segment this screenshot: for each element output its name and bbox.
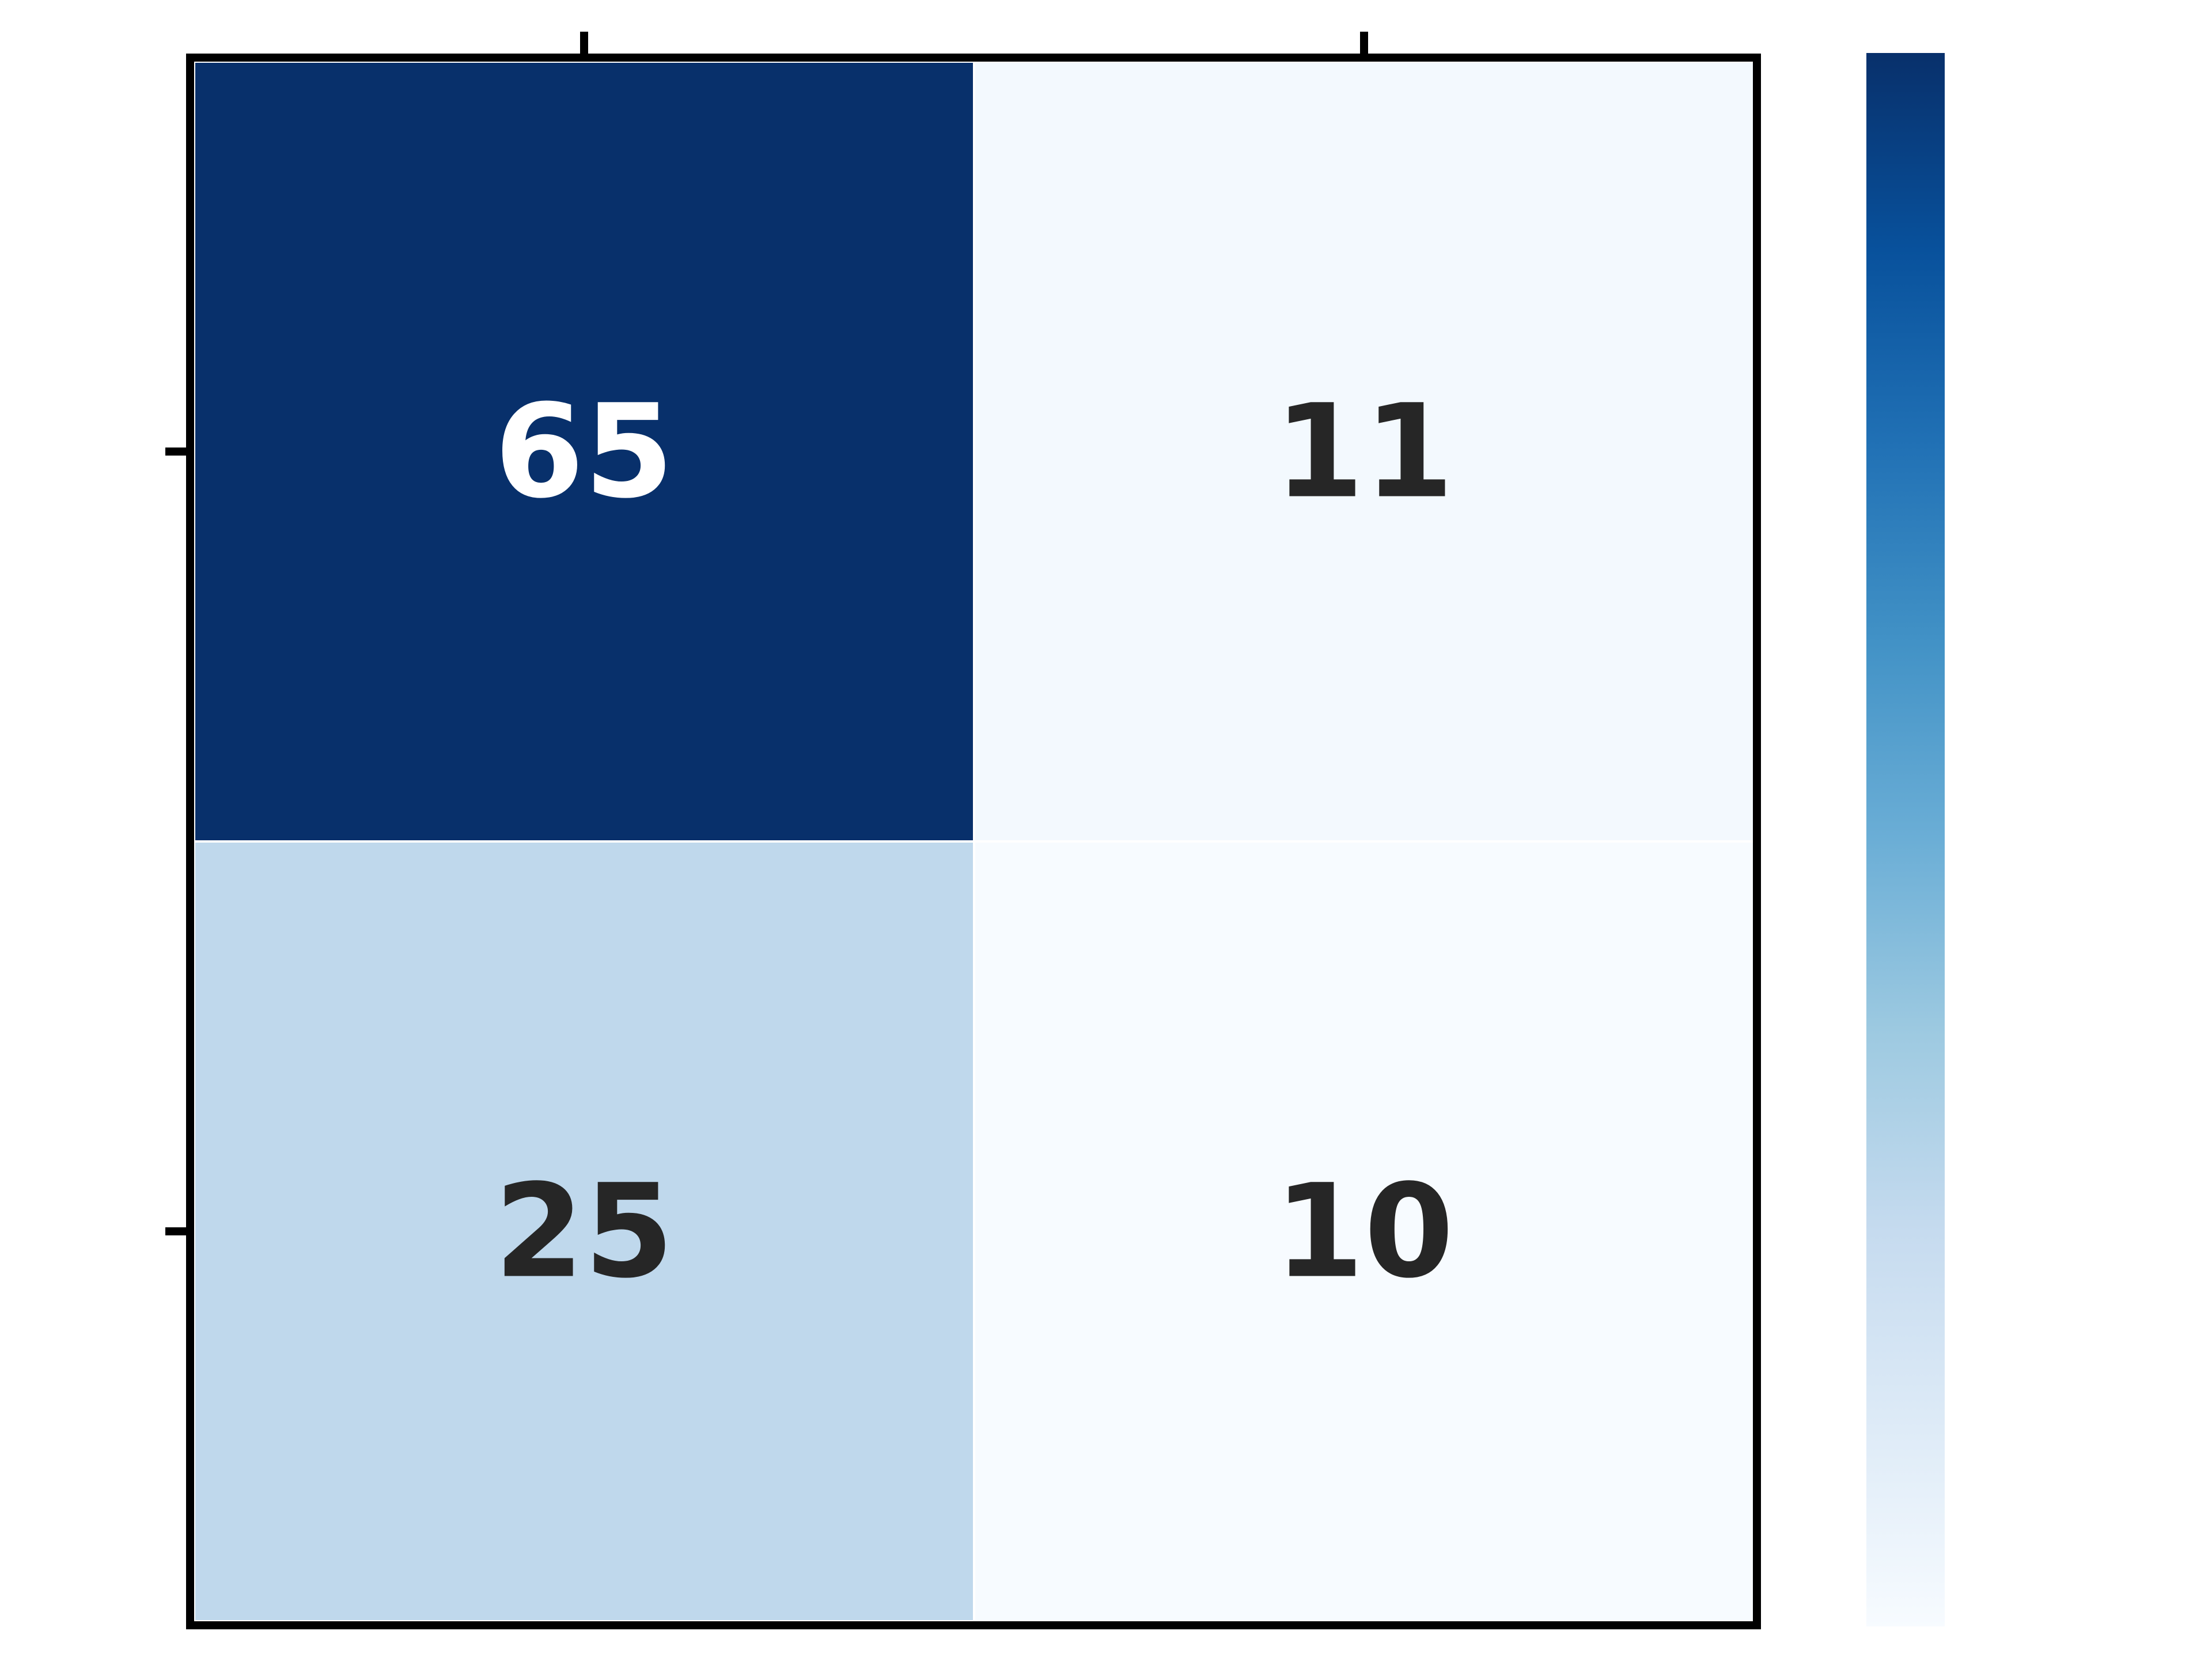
colorbar [1866,53,1945,1626]
cell-value-label-r0-c1: 11 [1274,377,1454,527]
heatmap-annotations: 65 11 25 10 [494,377,1454,1307]
cell-value-label-r1-c0: 25 [494,1156,674,1307]
heatmap-cell-r1-c0 [193,840,975,1622]
cell-value-label-r1-c1: 10 [1274,1156,1454,1307]
heatmap-cell-r0-c0 [193,60,975,843]
heatmap-cell-r0-c1 [973,60,1755,843]
heatmap-cell-r1-c1 [973,840,1755,1622]
cell-value-label-r0-c0: 65 [494,377,674,527]
heatmap-cells [193,60,1755,1622]
plot-frame [186,54,1761,1629]
axis-ticks [165,32,1368,1235]
